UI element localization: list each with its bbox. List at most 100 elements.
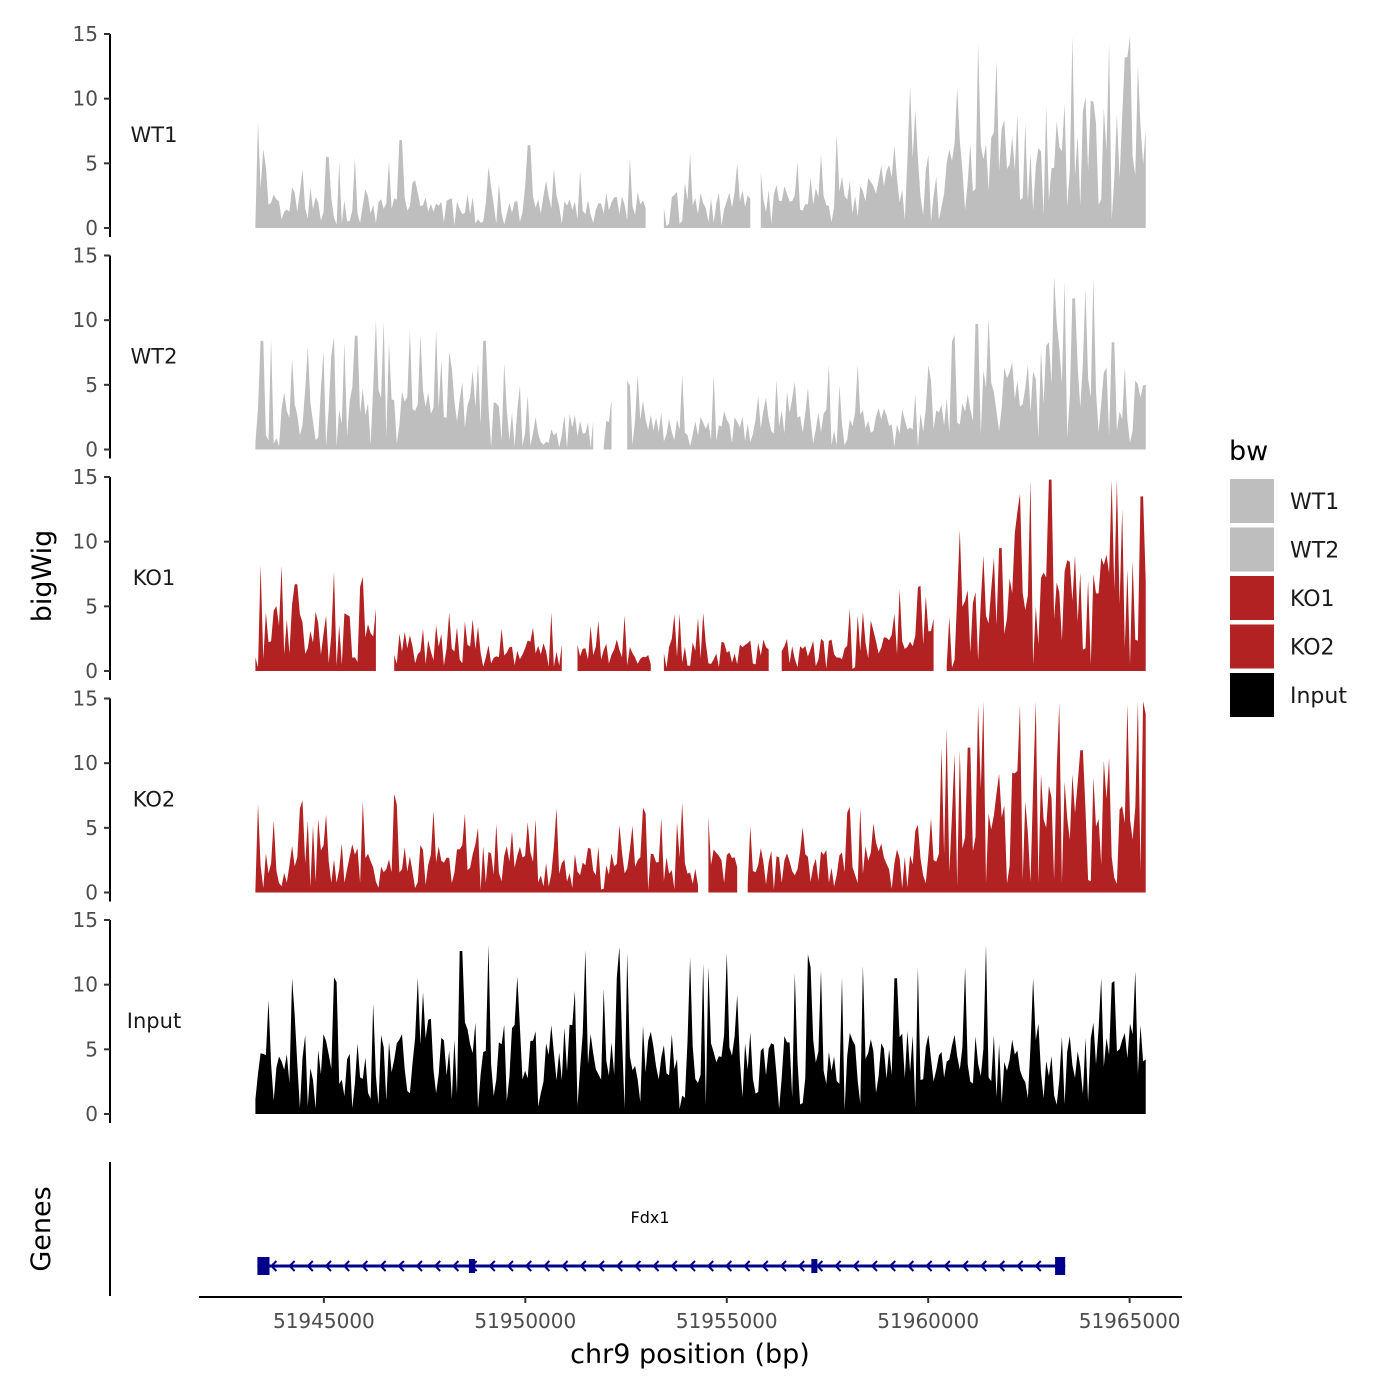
coverage-tracks: 0 5 10 15 WT1 0 5 10 15 WT2 0 5 10 15 KO1 0 5 10 15 KO2 0 5 10… <box>73 22 1146 1126</box>
legend-swatch <box>1230 624 1274 669</box>
legend-item-wt2: WT2 <box>1230 527 1339 572</box>
coverage-area-ko2 <box>747 701 1146 893</box>
track-label: WT2 <box>131 345 178 369</box>
strand-arrow <box>998 1260 1006 1272</box>
gene-exon <box>1055 1257 1066 1275</box>
coverage-area-wt1 <box>663 153 751 228</box>
legend-item-input: Input <box>1230 673 1347 717</box>
strand-arrow <box>288 1260 296 1272</box>
legend-item-wt1: WT1 <box>1230 479 1339 523</box>
coverage-area-ko1 <box>255 565 376 671</box>
x-tick-label: 51945000 <box>273 1309 375 1333</box>
legend: bw WT1 WT2 KO1 KO2 Input <box>1229 436 1347 717</box>
coverage-area-ko1 <box>781 585 934 671</box>
strand-arrow <box>907 1260 915 1272</box>
coverage-area-wt1 <box>760 36 1146 228</box>
strand-arrow <box>925 1260 933 1272</box>
gene-exon <box>257 1257 270 1275</box>
track-wt2: 0 5 10 15 WT2 <box>73 244 1146 462</box>
strand-arrow <box>524 1260 532 1272</box>
coverage-area-ko1 <box>946 479 1146 671</box>
y-tick-label: 10 <box>73 751 98 775</box>
legend-swatch <box>1230 479 1274 523</box>
legend-swatch <box>1230 527 1274 572</box>
strand-arrow <box>561 1260 569 1272</box>
y-tick-label: 0 <box>85 881 98 905</box>
legend-swatch <box>1230 673 1274 717</box>
strand-arrow <box>488 1260 496 1272</box>
strand-arrow <box>433 1260 441 1272</box>
gene-track: Fdx1 Genes <box>26 1162 1066 1296</box>
track-ko2: 0 5 10 15 KO2 <box>73 687 1146 905</box>
strand-arrow <box>834 1260 842 1272</box>
y-axis-title: bigWig <box>27 530 58 623</box>
y-tick-label: 15 <box>73 687 98 711</box>
y-tick-label: 5 <box>85 594 98 618</box>
y-tick-label: 5 <box>85 1037 98 1061</box>
y-tick-label: 0 <box>85 659 98 683</box>
track-ko1: 0 5 10 15 KO1 <box>73 465 1146 683</box>
strand-arrow <box>324 1260 332 1272</box>
strand-arrow <box>270 1260 278 1272</box>
strand-arrow <box>652 1260 660 1272</box>
legend-label: Input <box>1290 684 1347 709</box>
strand-arrow <box>743 1260 751 1272</box>
track-label: WT1 <box>131 123 178 147</box>
coverage-area-wt2 <box>627 276 1146 450</box>
x-tick-label: 51955000 <box>676 1309 778 1333</box>
x-tick-label: 51960000 <box>877 1309 979 1333</box>
strand-arrow <box>579 1260 587 1272</box>
strand-arrow <box>725 1260 733 1272</box>
legend-item-ko1: KO1 <box>1230 576 1335 620</box>
strand-arrow <box>361 1260 369 1272</box>
y-tick-label: 0 <box>85 216 98 240</box>
coverage-area-ko2 <box>708 816 738 893</box>
legend-label: KO1 <box>1290 587 1335 612</box>
y-tick-label: 15 <box>73 908 98 932</box>
strand-arrow <box>634 1260 642 1272</box>
strand-arrow <box>506 1260 514 1272</box>
y-tick-label: 15 <box>73 465 98 489</box>
strand-arrow <box>779 1260 787 1272</box>
strand-arrow <box>670 1260 678 1272</box>
strand-arrow <box>852 1260 860 1272</box>
strand-arrow <box>761 1260 769 1272</box>
strand-arrow <box>306 1260 314 1272</box>
strand-arrow <box>870 1260 878 1272</box>
y-tick-label: 10 <box>73 530 98 554</box>
track-label: KO1 <box>133 566 176 590</box>
strand-arrow <box>706 1260 714 1272</box>
coverage-area-ko1 <box>663 612 769 671</box>
y-tick-label: 10 <box>73 87 98 111</box>
strand-arrow <box>888 1260 896 1272</box>
strand-arrow <box>816 1260 824 1272</box>
legend-swatch <box>1230 576 1274 620</box>
legend-item-ko2: KO2 <box>1230 624 1335 669</box>
y-tick-label: 10 <box>73 973 98 997</box>
y-tick-label: 15 <box>73 244 98 268</box>
coverage-area-input <box>255 944 1146 1114</box>
coverage-area-ko2 <box>255 793 698 893</box>
track-wt1: 0 5 10 15 WT1 <box>73 22 1146 240</box>
strand-arrow <box>415 1260 423 1272</box>
y-tick-label: 0 <box>85 438 98 462</box>
genes-axis-title: Genes <box>26 1186 57 1271</box>
strand-arrow <box>615 1260 623 1272</box>
coverage-area-ko1 <box>394 612 562 671</box>
coverage-area-ko1 <box>577 615 651 671</box>
strand-arrow <box>943 1260 951 1272</box>
strand-arrow <box>797 1260 805 1272</box>
strand-arrow <box>597 1260 605 1272</box>
y-tick-label: 10 <box>73 308 98 332</box>
strand-arrow <box>543 1260 551 1272</box>
strand-arrow <box>1016 1260 1024 1272</box>
strand-arrow <box>1034 1260 1042 1272</box>
x-tick-label: 51950000 <box>474 1309 576 1333</box>
strand-arrow <box>961 1260 969 1272</box>
gene-exon <box>811 1259 818 1273</box>
legend-label: WT2 <box>1290 539 1339 564</box>
coverage-area-wt2 <box>603 399 612 450</box>
track-label: Input <box>127 1009 181 1033</box>
gene-exon <box>468 1259 475 1273</box>
legend-label: KO2 <box>1290 636 1335 661</box>
